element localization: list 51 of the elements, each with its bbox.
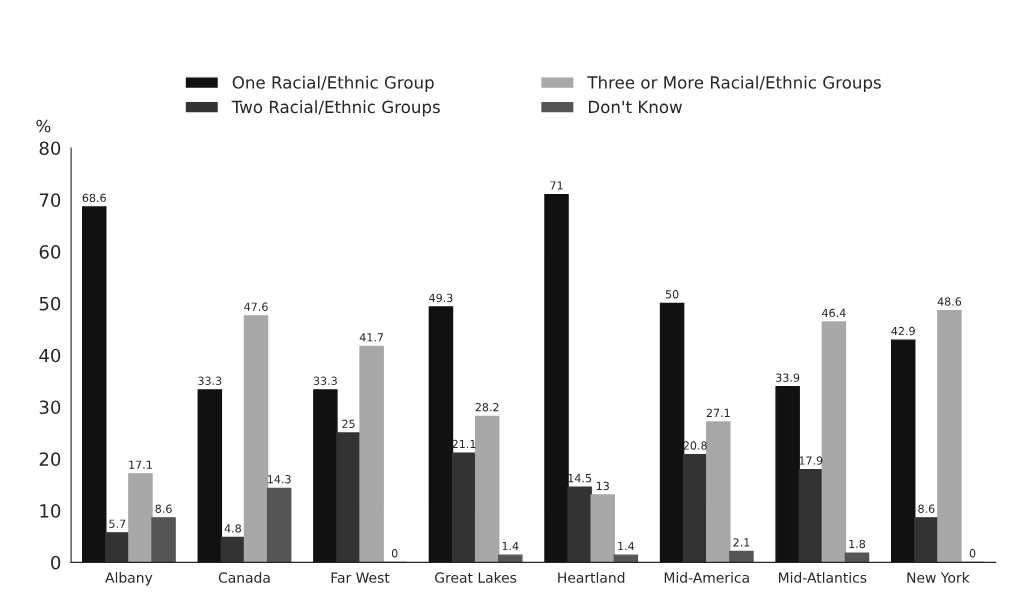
legend-label: One Racial/Ethnic Group [232,75,434,92]
x-tick-label: Heartland [558,572,625,583]
data-label: 4.8 [224,524,241,533]
y-tick-label: 20 [39,452,61,466]
x-tick-label: Mid-America [664,572,749,583]
data-label: 1.8 [849,539,866,549]
data-label: 13 [596,481,609,491]
x-tick-label: Mid-Atlantics [778,572,867,583]
data-label: 49.3 [429,293,453,303]
x-tick-label: New York [907,572,970,583]
data-label: 0 [391,549,398,558]
y-tick-label: 70 [39,193,61,207]
y-tick-label: 10 [40,504,61,518]
data-label: 71 [550,181,563,190]
data-label: 50 [665,290,679,299]
y-tick-label: 30 [39,400,61,415]
data-label: 47.6 [244,302,268,311]
data-label: 5.7 [109,519,126,528]
data-label: 68.6 [82,193,106,203]
y-tick-label: 50 [39,296,61,311]
y-axis-title: % [36,119,51,133]
data-label: 42.9 [891,326,915,336]
x-tick-label: Great Lakes [435,572,517,583]
data-label: 28.2 [475,402,499,412]
data-label: 25 [342,419,355,428]
data-label: 41.7 [359,333,384,342]
data-label: 27.1 [706,408,730,417]
y-tick-label: 40 [39,348,61,363]
y-tick-label: 60 [39,245,61,259]
data-label: 46.4 [822,308,846,318]
data-label: 8.6 [155,504,172,513]
data-label: 48.6 [937,297,962,306]
legend-label: Three or More Racial/Ethnic Groups [587,75,881,92]
x-tick-label: Canada [218,572,270,583]
data-label: 2.1 [733,538,750,547]
legend-label: Don't Know [588,100,682,114]
data-label: 33.3 [198,376,222,385]
y-tick-label: 80 [39,141,61,156]
x-tick-label: Albany [105,572,153,586]
y-tick-label: 0 [51,555,61,570]
data-label: 17.1 [129,460,152,469]
data-label: 33.9 [776,373,800,382]
x-tick-label: Far West [331,572,390,583]
data-label: 17.9 [799,456,823,465]
data-label: 1.4 [618,541,635,551]
data-label: 0 [969,549,976,558]
data-label: 8.6 [918,504,935,513]
data-label: 33.3 [313,376,337,385]
data-label: 14.3 [268,474,291,484]
legend-label: Two Racial/Ethnic Groups [231,100,440,117]
data-label: 1.4 [502,541,519,551]
